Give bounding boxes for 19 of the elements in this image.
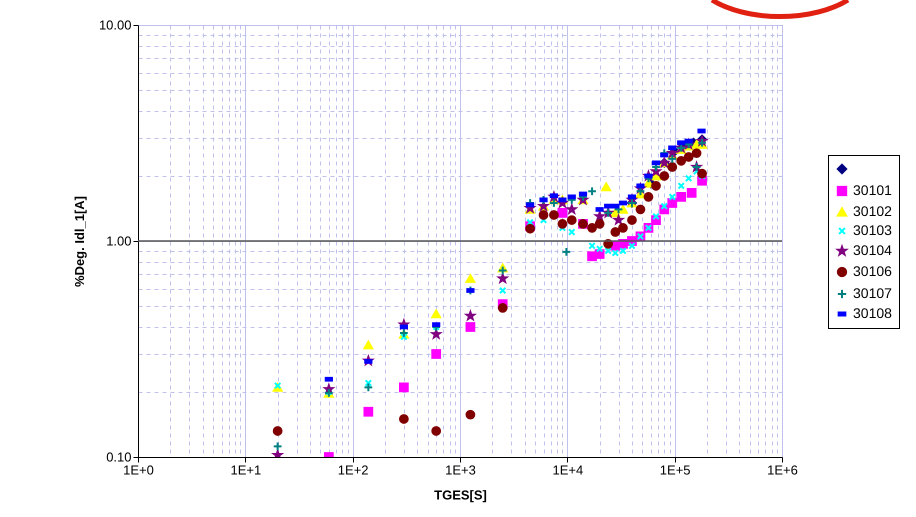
- legend-label: 30104: [853, 242, 892, 258]
- x-tick-label: 1E+6: [767, 462, 798, 478]
- x-tick-label: 1E+2: [338, 462, 369, 478]
- legend-label: 30103: [853, 222, 892, 238]
- x-tick-label: 1E+3: [445, 462, 476, 478]
- legend-label: 30101: [853, 182, 892, 198]
- y-tick-label: 1.00: [106, 234, 132, 248]
- x-axis-title: TGES[S]: [434, 488, 487, 502]
- y-axis-title: %Deg. Idl_1[A]: [72, 196, 87, 288]
- y-tick-label: 0.10: [106, 450, 132, 464]
- legend-label: 30108: [853, 305, 892, 321]
- legend-label: 30102: [853, 203, 892, 219]
- legend-label: 30107: [853, 285, 892, 301]
- legend-label: 30106: [853, 263, 892, 279]
- x-tick-label: 1E+1: [230, 462, 262, 478]
- x-tick-label: 1E+5: [660, 462, 691, 478]
- x-tick-label: 1E+0: [123, 462, 154, 478]
- x-tick-label: 1E+4: [552, 462, 584, 478]
- y-tick-label: 10.00: [98, 18, 132, 32]
